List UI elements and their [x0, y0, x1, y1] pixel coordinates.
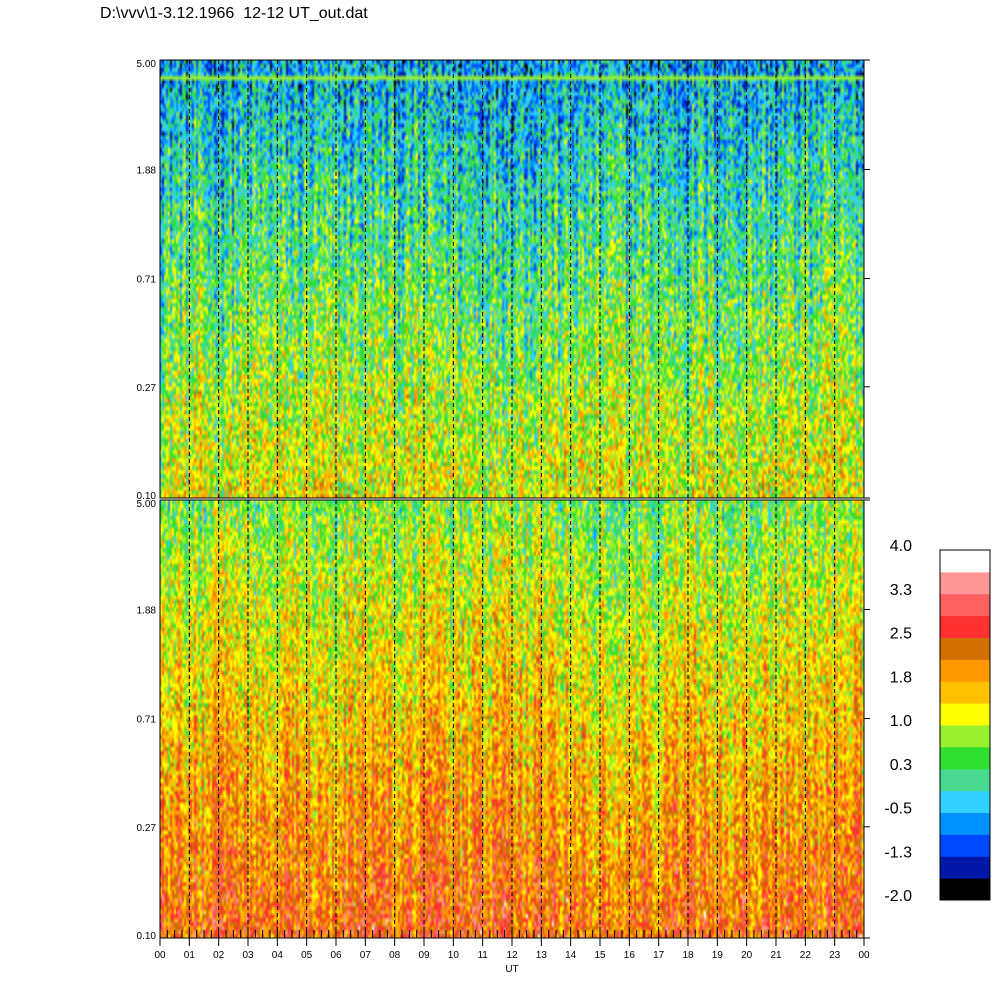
x-tick-label: 11: [477, 950, 488, 961]
y-tick-label: 0.10: [137, 931, 157, 942]
colorbar-segment: [940, 571, 990, 595]
chart-title: D:\vvv\1-3.12.1966 12-12 UT_out.dat: [100, 5, 368, 22]
x-tick-label: 00: [154, 950, 166, 961]
colorbar-segment: [940, 637, 990, 660]
x-tick-label: 17: [653, 950, 665, 961]
colorbar-segment: [940, 725, 990, 748]
colorbar-segment: [940, 856, 990, 879]
x-tick-label: 07: [360, 950, 372, 961]
colorbar-segment: [940, 615, 990, 638]
x-tick-label: 20: [741, 950, 753, 961]
y-tick-label: 0.27: [137, 823, 157, 834]
colorbar-segment: [940, 878, 990, 901]
colorbar-segment: [940, 593, 990, 617]
x-tick-label: 06: [330, 950, 342, 961]
x-tick-label: 05: [301, 950, 313, 961]
x-tick-label: 08: [389, 950, 401, 961]
x-axis-label: UT: [505, 964, 518, 975]
x-tick-label: 19: [712, 950, 724, 961]
x-tick-label: 16: [624, 950, 636, 961]
y-tick-label: 0.10: [137, 491, 157, 502]
y-tick-label: 5.00: [137, 59, 157, 70]
x-tick-label: 21: [770, 950, 782, 961]
colorbar-label: 1.0: [890, 713, 912, 730]
x-tick-label: 03: [242, 950, 254, 961]
x-tick-label: 18: [682, 950, 694, 961]
x-tick-label: 01: [184, 950, 196, 961]
colorbar-segment: [940, 790, 990, 813]
x-tick-label: 09: [418, 950, 430, 961]
y-tick-label: 0.71: [137, 275, 157, 286]
colorbar-segment: [940, 834, 990, 857]
x-tick-label: 00: [858, 950, 870, 961]
colorbar-segment: [940, 550, 990, 573]
colorbar-label: -0.5: [884, 801, 912, 818]
upper-panel: 5.00 1.88 0.71 0.27 0.10: [137, 59, 870, 502]
x-tick-label: 15: [594, 950, 606, 961]
colorbar-segment: [940, 812, 990, 835]
x-tick-label: 23: [829, 950, 841, 961]
x-tick-label: 22: [800, 950, 812, 961]
colorbar: 4.0 3.3 2.5 1.8 1.0 0.3 -0.5 -1.3 -2.0: [884, 538, 991, 905]
lower-panel: 5.00 1.88 0.71 0.27 0.10 00 01 02 03 04 05 06 07 08 09…: [137, 499, 870, 975]
colorbar-frame: [939, 549, 991, 901]
colorbar-label: 1.8: [890, 669, 912, 686]
colorbar-label: -1.3: [884, 844, 912, 861]
x-tick-label: 10: [448, 950, 460, 961]
colorbar-segment: [940, 659, 990, 682]
x-tick-label: 13: [536, 950, 548, 961]
colorbar-segment: [940, 746, 990, 770]
colorbar-label: 3.3: [890, 582, 912, 599]
y-tick-label: 1.88: [137, 166, 157, 177]
y-tick-label: 1.88: [137, 606, 157, 617]
y-tick-label: 0.71: [137, 715, 157, 726]
colorbar-segment: [940, 681, 990, 704]
x-tick-label: 02: [213, 950, 225, 961]
colorbar-segment: [940, 703, 990, 726]
y-tick-label: 5.00: [137, 499, 157, 510]
colorbar-segment: [940, 768, 990, 792]
colorbar-label: -2.0: [884, 888, 912, 905]
colorbar-label: 0.3: [890, 757, 912, 774]
colorbar-label: 2.5: [890, 626, 912, 643]
y-tick-label: 0.27: [137, 383, 157, 394]
x-tick-label: 14: [565, 950, 577, 961]
x-tick-label: 12: [506, 950, 518, 961]
x-tick-label: 04: [272, 950, 284, 961]
colorbar-label: 4.0: [890, 538, 912, 555]
